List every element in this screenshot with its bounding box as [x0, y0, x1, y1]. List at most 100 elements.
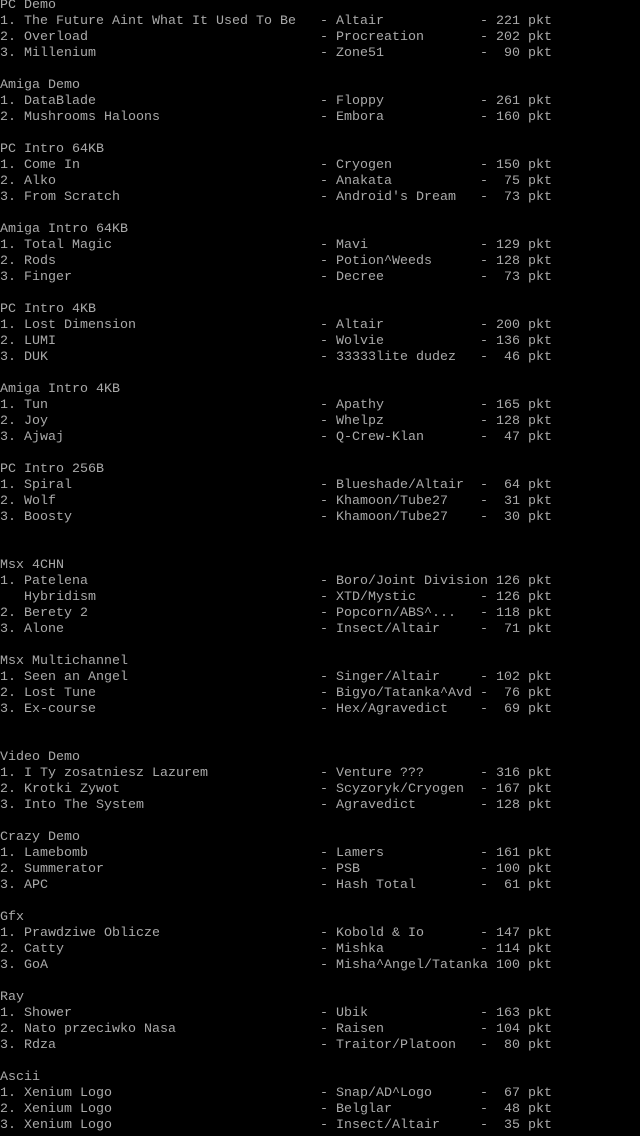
entry-rank: 3. — [0, 46, 16, 61]
points-unit: pkt — [528, 174, 552, 189]
entry-author: Q-Crew-Klan — [336, 430, 424, 445]
section-title: Amiga Intro 64KB — [0, 222, 128, 237]
entry-title: Ex-course — [24, 702, 96, 717]
entry-title: Catty — [24, 942, 64, 957]
entry-points: 202 — [496, 30, 520, 45]
separator-dash: - — [320, 478, 328, 493]
entry-author: Altair — [336, 14, 384, 29]
entry-title: DUK — [24, 350, 48, 365]
entry-rank: 1. — [0, 158, 16, 173]
entry-points: 31 — [504, 494, 520, 509]
points-unit: pkt — [528, 1022, 552, 1037]
entry-rank: 3. — [0, 350, 16, 365]
separator-dash: - — [480, 110, 488, 125]
entry-points: 80 — [504, 1038, 520, 1053]
entry-points: 221 — [496, 14, 520, 29]
entry-points: 167 — [496, 782, 520, 797]
separator-dash: - — [480, 670, 488, 685]
entry-title: Spiral — [24, 478, 72, 493]
entry-points: 200 — [496, 318, 520, 333]
entry-author: Wolvie — [336, 334, 384, 349]
entry-author: Hex/Agravedict — [336, 702, 448, 717]
entry-rank: 3. — [0, 1038, 16, 1053]
separator-dash: - — [480, 318, 488, 333]
entry-title: Seen an Angel — [24, 670, 128, 685]
entry-rank: 2. — [0, 30, 16, 45]
separator-dash: - — [480, 1006, 488, 1021]
section-title: Amiga Intro 4KB — [0, 382, 120, 397]
points-unit: pkt — [528, 622, 552, 637]
points-unit: pkt — [528, 238, 552, 253]
entry-rank: 3. — [0, 270, 16, 285]
separator-dash: - — [480, 510, 488, 525]
entry-author: Raisen — [336, 1022, 384, 1037]
separator-dash: - — [480, 414, 488, 429]
entry-author: Misha^Angel/Tatanka — [336, 958, 488, 973]
entry-rank: 2. — [0, 862, 16, 877]
entry-title: Nato przeciwko Nasa — [24, 1022, 176, 1037]
entry-points: 161 — [496, 846, 520, 861]
separator-dash: - — [320, 350, 328, 365]
entry-rank: 3. — [0, 702, 16, 717]
points-unit: pkt — [528, 862, 552, 877]
entry-title: DataBlade — [24, 94, 96, 109]
entry-points: 102 — [496, 670, 520, 685]
entry-author: Venture ??? — [336, 766, 424, 781]
separator-dash: - — [320, 254, 328, 269]
entry-author: Mishka — [336, 942, 384, 957]
entry-title: The Future Aint What It Used To Be — [24, 14, 296, 29]
separator-dash: - — [320, 1118, 328, 1133]
separator-dash: - — [320, 510, 328, 525]
entry-title: Finger — [24, 270, 72, 285]
entry-points: 147 — [496, 926, 520, 941]
separator-dash: - — [480, 254, 488, 269]
entry-author: Singer/Altair — [336, 670, 440, 685]
separator-dash: - — [320, 494, 328, 509]
entry-points: 48 — [504, 1102, 520, 1117]
separator-dash: - — [320, 334, 328, 349]
entry-title: Joy — [24, 414, 48, 429]
points-unit: pkt — [528, 670, 552, 685]
points-unit: pkt — [528, 94, 552, 109]
entry-author: Insect/Altair — [336, 1118, 440, 1133]
points-unit: pkt — [528, 686, 552, 701]
points-unit: pkt — [528, 510, 552, 525]
separator-dash: - — [320, 942, 328, 957]
separator-dash: - — [320, 270, 328, 285]
separator-dash: - — [480, 30, 488, 45]
points-unit: pkt — [528, 190, 552, 205]
separator-dash: - — [480, 702, 488, 717]
separator-dash: - — [480, 350, 488, 365]
separator-dash: - — [320, 398, 328, 413]
entry-author: Android's Dream — [336, 190, 456, 205]
points-unit: pkt — [528, 766, 552, 781]
separator-dash: - — [320, 958, 328, 973]
separator-dash: - — [320, 1006, 328, 1021]
entry-title: Berety 2 — [24, 606, 88, 621]
section-title: Ascii — [0, 1070, 40, 1085]
entry-points: 261 — [496, 94, 520, 109]
entry-rank: 2. — [0, 782, 16, 797]
section-title: Msx 4CHN — [0, 558, 64, 573]
separator-dash: - — [480, 798, 488, 813]
entry-author: Procreation — [336, 30, 424, 45]
entry-rank: 1. — [0, 926, 16, 941]
entry-title: Ajwaj — [24, 430, 64, 445]
entry-author: Blueshade/Altair — [336, 478, 464, 493]
separator-dash: - — [320, 622, 328, 637]
entry-points: 71 — [504, 622, 520, 637]
separator-dash: - — [480, 782, 488, 797]
entry-author: Whelpz — [336, 414, 384, 429]
entry-rank: 1. — [0, 238, 16, 253]
separator-dash: - — [320, 158, 328, 173]
entry-title: Hybridism — [24, 590, 96, 605]
points-unit: pkt — [528, 318, 552, 333]
points-unit: pkt — [528, 590, 552, 605]
section-title: Gfx — [0, 910, 24, 925]
entry-author: 33333lite dudez — [336, 350, 456, 365]
separator-dash: - — [480, 174, 488, 189]
separator-dash: - — [480, 862, 488, 877]
entry-points: 128 — [496, 798, 520, 813]
points-unit: pkt — [528, 606, 552, 621]
entry-rank: 3. — [0, 622, 16, 637]
